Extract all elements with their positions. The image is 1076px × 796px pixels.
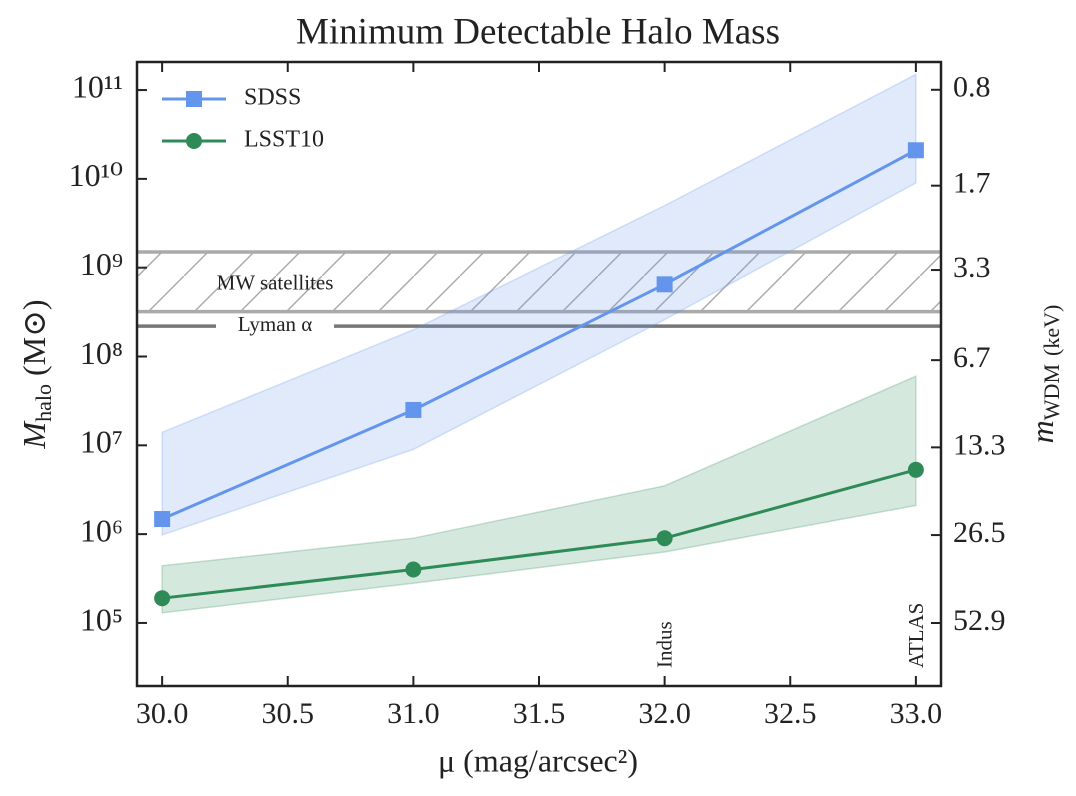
series-line	[161, 148, 917, 521]
y-label-subscript: halo	[31, 384, 56, 422]
legend: SDSS LSST10	[162, 85, 324, 153]
y2-axis-label: mWDM (keV)	[1024, 305, 1064, 444]
data-point	[405, 401, 422, 418]
x-tick-label: 30.5	[262, 697, 315, 730]
y2-label-unit: (keV)	[1039, 305, 1064, 356]
legend-marker	[186, 91, 202, 107]
x-tick-label: 31.5	[513, 697, 566, 730]
legend-marker	[186, 133, 202, 149]
y2-label-subscript: WDM	[1039, 364, 1064, 420]
y2-tick-label: 26.5	[953, 516, 1006, 549]
y2-tick-label: 3.3	[953, 251, 991, 284]
x-tick-label: 31.0	[387, 697, 440, 730]
y2-tick-label: 6.7	[953, 341, 991, 374]
y-label-symbol: M	[16, 420, 52, 450]
y-label-unit: (M⊙)	[16, 299, 52, 376]
data-point	[154, 590, 171, 607]
x-tick-label: 32.5	[764, 697, 817, 730]
data-point	[154, 511, 171, 528]
plot-area: MW satellites Lyman α	[137, 73, 941, 614]
y-tick-label: 10¹⁰	[69, 157, 123, 193]
label-background	[216, 314, 334, 339]
chart-title: Minimum Detectable Halo Mass	[296, 11, 780, 52]
x-tick-label: 30.0	[136, 697, 189, 730]
data-point	[656, 530, 673, 547]
y-tick-label: 10⁹	[80, 246, 123, 282]
annotation: ATLAS	[904, 603, 928, 668]
data-point	[405, 561, 422, 578]
series-line	[161, 468, 917, 600]
legend-label: LSST10	[244, 127, 324, 153]
y2-tick-label: 0.8	[953, 71, 991, 104]
x-tick-label: 33.0	[890, 697, 943, 730]
region-label: MW satellites	[217, 271, 334, 295]
y-tick-label: 10⁶	[80, 512, 123, 548]
data-point	[907, 461, 924, 478]
error-band	[161, 73, 917, 536]
y-tick-label: 10⁵	[80, 601, 123, 637]
y-tick-label: 10⁷	[80, 424, 123, 460]
x-axis-label: μ (mag/arcsec²)	[438, 742, 638, 778]
legend-label: SDSS	[244, 85, 301, 111]
annotation: Indus	[653, 621, 677, 668]
reference-label: Lyman α	[238, 312, 313, 336]
y2-label-symbol: m	[1024, 420, 1060, 443]
y2-tick-label: 13.3	[953, 428, 1006, 461]
y-axis-label: Mhalo (M⊙)	[16, 299, 56, 449]
data-point	[907, 142, 924, 159]
y-tick-label: 10¹¹	[72, 68, 123, 104]
error-band	[161, 375, 917, 614]
y-tick-label: 10⁸	[80, 335, 123, 371]
y2-tick-label: 1.7	[953, 167, 991, 200]
x-tick-label: 32.0	[638, 697, 691, 730]
data-point	[656, 276, 673, 293]
y2-tick-label: 52.9	[953, 604, 1006, 637]
hatched-region	[137, 252, 941, 312]
